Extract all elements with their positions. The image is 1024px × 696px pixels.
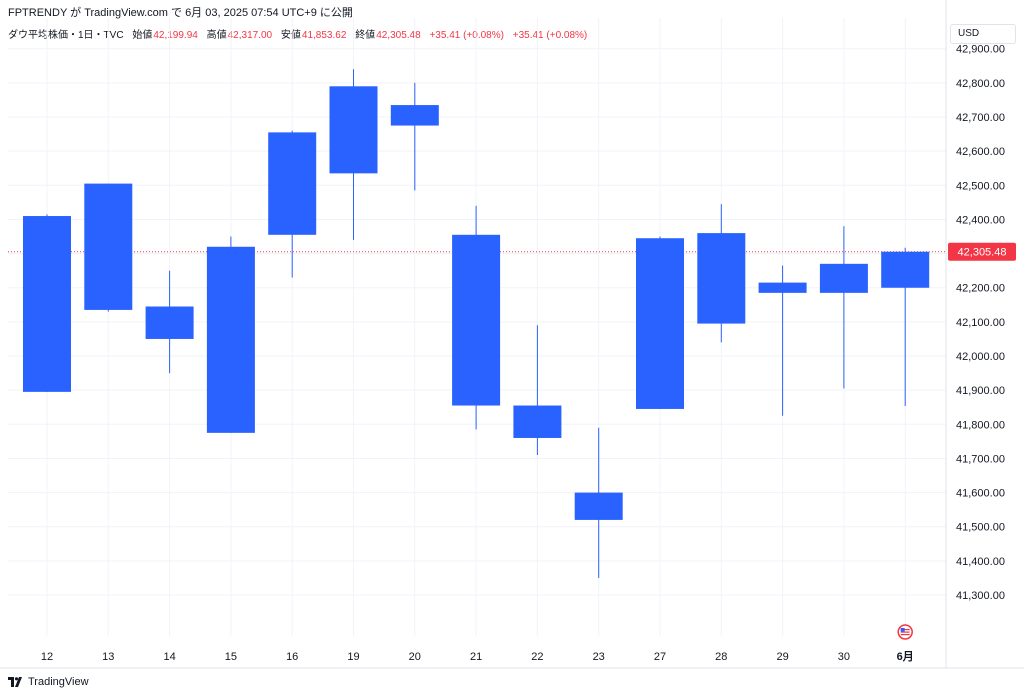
tradingview-logo-icon <box>8 677 22 687</box>
candle-body[interactable] <box>697 233 746 324</box>
low-value: 41,853.62 <box>301 30 347 41</box>
publish-info: FPTRENDY が TradingView.com で 6月 03, 2025… <box>8 7 353 19</box>
flag-canton <box>900 628 905 632</box>
x-tick-label: 27 <box>654 651 666 663</box>
x-tick-label: 28 <box>715 651 727 663</box>
y-tick-label: 42,400.00 <box>956 214 1005 226</box>
price-tag-label: 42,305.48 <box>958 247 1007 259</box>
x-tick-label: 21 <box>470 651 482 663</box>
close-value: 42,305.48 <box>376 30 421 41</box>
x-tick-label: 20 <box>409 651 421 663</box>
candle-body[interactable] <box>881 251 930 288</box>
y-tick-label: 41,700.00 <box>956 453 1005 465</box>
x-tick-label: 22 <box>531 651 543 663</box>
footer-brand[interactable]: TradingView <box>28 676 89 688</box>
candle-body[interactable] <box>758 282 807 293</box>
candle-body[interactable] <box>819 263 868 293</box>
symbol-label[interactable]: ダウ平均株価・1日・TVC <box>8 30 124 41</box>
x-tick-label: 30 <box>838 651 850 663</box>
low-label: 安値 <box>280 30 301 41</box>
y-tick-label: 41,900.00 <box>956 385 1005 397</box>
candle-body[interactable] <box>390 105 439 126</box>
close-label: 終値 <box>355 30 376 41</box>
y-tick-label: 42,800.00 <box>956 78 1005 90</box>
y-tick-label: 42,200.00 <box>956 283 1005 295</box>
candle-body[interactable] <box>84 183 133 310</box>
candle-body[interactable] <box>452 234 501 406</box>
y-tick-label: 41,300.00 <box>956 590 1005 602</box>
y-tick-label: 42,600.00 <box>956 146 1005 158</box>
currency-button[interactable]: USD <box>950 24 1016 44</box>
y-tick-label: 42,100.00 <box>956 317 1005 329</box>
y-tick-label: 41,800.00 <box>956 419 1005 431</box>
change-value-2: +35.41 (+0.08%) <box>512 30 588 41</box>
flag-stripe <box>900 629 910 631</box>
flag-stripe <box>900 631 910 633</box>
candle-body[interactable] <box>206 246 255 433</box>
candle-body[interactable] <box>268 132 317 235</box>
x-tick-label: 12 <box>41 651 53 663</box>
open-value: 42,199.94 <box>153 30 198 41</box>
y-tick-label: 42,900.00 <box>956 44 1005 56</box>
candle-body[interactable] <box>636 238 684 409</box>
high-label: 高値 <box>206 30 227 41</box>
candle-body[interactable] <box>145 306 194 339</box>
y-tick-label: 42,700.00 <box>956 112 1005 124</box>
y-tick-label: 42,000.00 <box>956 351 1005 363</box>
change-value: +35.41 (+0.08%) <box>429 30 504 41</box>
x-tick-label: 23 <box>593 651 605 663</box>
open-label: 始値 <box>132 30 153 41</box>
y-tick-label: 42,500.00 <box>956 180 1005 192</box>
price-tag-bg <box>948 242 1016 261</box>
y-tick-label: 41,600.00 <box>956 488 1005 500</box>
x-tick-label: 6月 <box>897 650 914 663</box>
flag-stripe <box>900 634 910 636</box>
x-tick-label: 16 <box>286 651 298 663</box>
y-tick-label: 41,500.00 <box>956 522 1005 534</box>
candle-body[interactable] <box>513 405 562 438</box>
x-tick-label: 14 <box>163 651 175 663</box>
y-tick-label: 41,400.00 <box>956 556 1005 568</box>
candle-body[interactable] <box>329 86 378 174</box>
x-tick-label: 13 <box>102 651 114 663</box>
candle-body[interactable] <box>574 492 623 520</box>
x-tick-label: 29 <box>776 651 788 663</box>
ohlc-legend: ダウ平均株価・1日・TVC 始値42,199.94 高値42,317.00 安値… <box>8 26 593 41</box>
high-value: 42,317.00 <box>227 30 273 41</box>
x-tick-label: 15 <box>225 651 237 663</box>
candle-body[interactable] <box>23 216 71 392</box>
footer: TradingView <box>8 676 89 688</box>
x-tick-label: 19 <box>347 651 359 663</box>
